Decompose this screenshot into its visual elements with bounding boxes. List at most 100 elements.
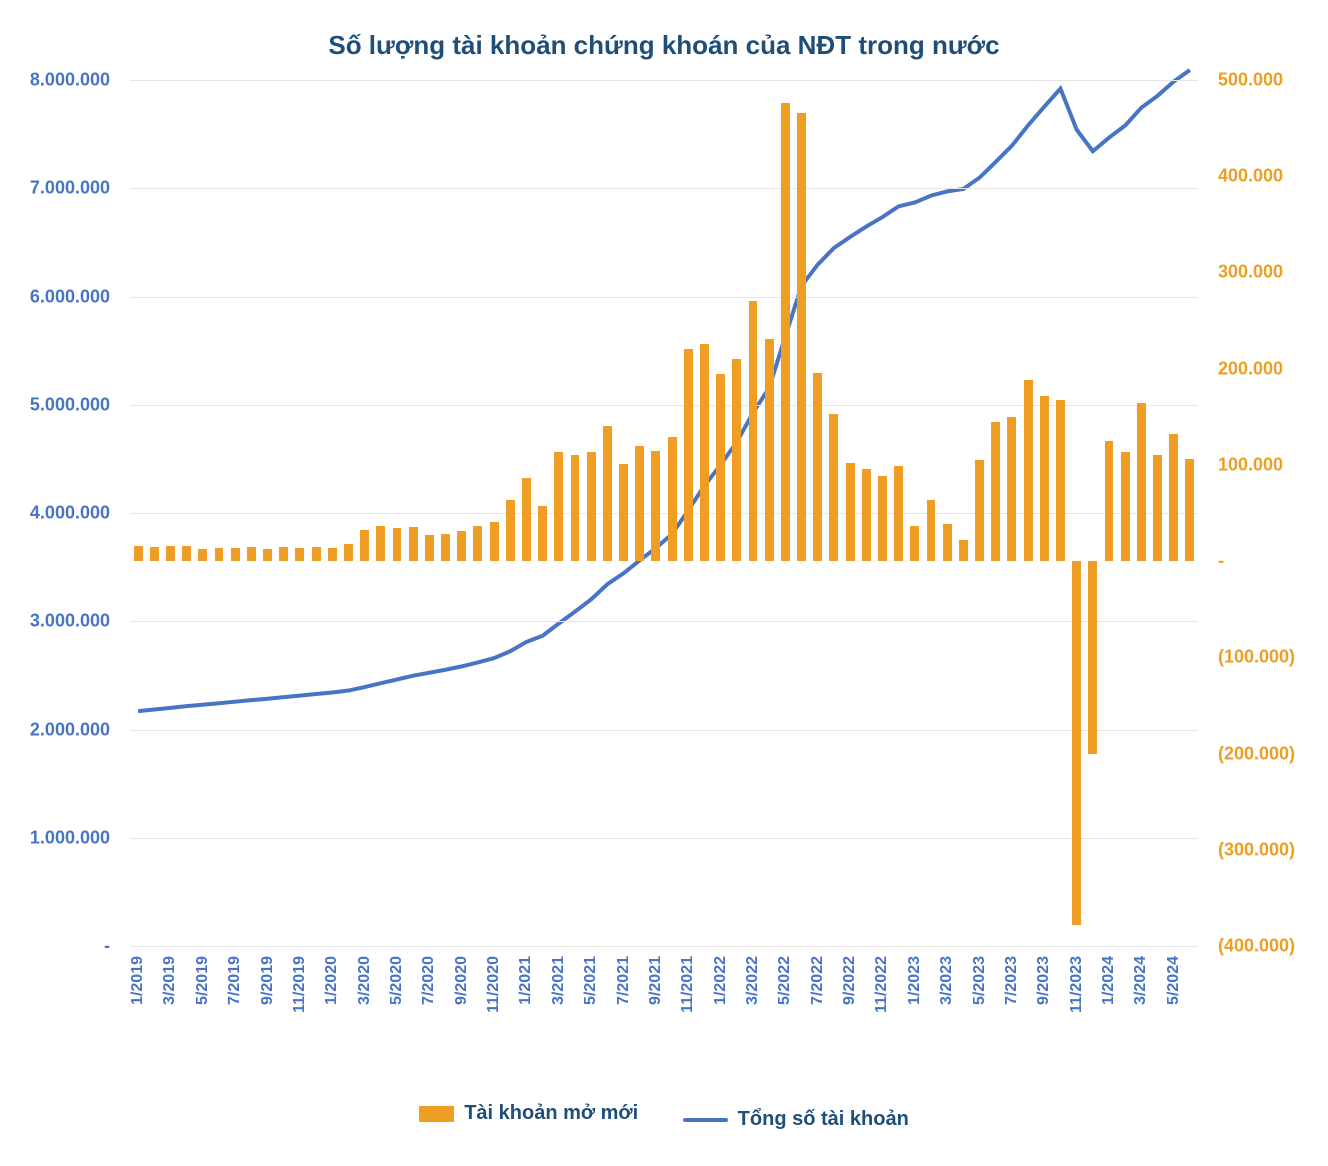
bar bbox=[910, 526, 919, 561]
gridline bbox=[130, 80, 1198, 81]
bar bbox=[247, 547, 256, 561]
bar bbox=[571, 455, 580, 561]
x-tick-label: 1/2023 bbox=[906, 956, 924, 1005]
x-tick-label: 9/2021 bbox=[647, 956, 665, 1005]
y-left-tick-label: - bbox=[104, 936, 110, 957]
bar bbox=[425, 535, 434, 561]
bar bbox=[344, 544, 353, 561]
bar bbox=[651, 451, 660, 561]
bar bbox=[797, 113, 806, 561]
gridline bbox=[130, 405, 1198, 406]
bar bbox=[376, 526, 385, 561]
plot-area bbox=[130, 80, 1198, 946]
y-left-tick-label: 3.000.000 bbox=[30, 611, 110, 632]
bar bbox=[360, 530, 369, 561]
bar bbox=[538, 506, 547, 561]
bar bbox=[1056, 400, 1065, 561]
bar bbox=[732, 359, 741, 561]
legend-swatch-bar-icon bbox=[419, 1106, 454, 1122]
bar bbox=[668, 437, 677, 561]
x-tick-label: 7/2020 bbox=[420, 956, 438, 1005]
x-tick-label: 3/2022 bbox=[744, 956, 762, 1005]
legend: Tài khoản mở mới Tổng số tài khoản bbox=[20, 1102, 1308, 1131]
x-tick-label: 7/2019 bbox=[226, 956, 244, 1005]
gridline bbox=[130, 297, 1198, 298]
bar bbox=[1072, 561, 1081, 925]
y-left-tick-label: 6.000.000 bbox=[30, 286, 110, 307]
bar bbox=[878, 476, 887, 561]
bar bbox=[684, 349, 693, 561]
x-tick-label: 5/2021 bbox=[582, 956, 600, 1005]
y-left-tick-label: 7.000.000 bbox=[30, 178, 110, 199]
y-right-tick-label: (300.000) bbox=[1218, 839, 1295, 860]
bar bbox=[522, 478, 531, 561]
bar bbox=[813, 373, 822, 562]
bar bbox=[1169, 434, 1178, 561]
x-tick-label: 5/2023 bbox=[971, 956, 989, 1005]
x-tick-label: 9/2020 bbox=[453, 956, 471, 1005]
x-tick-label: 1/2022 bbox=[712, 956, 730, 1005]
y-left-tick-label: 2.000.000 bbox=[30, 719, 110, 740]
bar bbox=[829, 414, 838, 561]
bar bbox=[587, 452, 596, 561]
y-left-tick-label: 4.000.000 bbox=[30, 503, 110, 524]
x-tick-label: 3/2021 bbox=[550, 956, 568, 1005]
x-tick-label: 3/2023 bbox=[938, 956, 956, 1005]
x-tick-label: 11/2019 bbox=[291, 956, 309, 1013]
bar bbox=[1024, 380, 1033, 561]
bar bbox=[1185, 459, 1194, 561]
chart-title: Số lượng tài khoản chứng khoán của NĐT t… bbox=[20, 30, 1308, 61]
bar bbox=[862, 469, 871, 561]
y-left-tick-label: 8.000.000 bbox=[30, 70, 110, 91]
y-right-axis-labels: (400.000)(300.000)(200.000)(100.000)-100… bbox=[1208, 80, 1308, 946]
y-left-tick-label: 5.000.000 bbox=[30, 394, 110, 415]
x-tick-label: 1/2021 bbox=[517, 956, 535, 1005]
bar bbox=[700, 344, 709, 561]
x-tick-label: 1/2020 bbox=[323, 956, 341, 1005]
gridline bbox=[130, 188, 1198, 189]
bar bbox=[603, 426, 612, 561]
bar bbox=[393, 528, 402, 561]
gridline bbox=[130, 946, 1198, 947]
gridline bbox=[130, 838, 1198, 839]
bar bbox=[231, 548, 240, 561]
bar bbox=[943, 524, 952, 562]
y-right-tick-label: (200.000) bbox=[1218, 743, 1295, 764]
bar bbox=[441, 534, 450, 561]
y-left-tick-label: 1.000.000 bbox=[30, 827, 110, 848]
y-right-tick-label: (400.000) bbox=[1218, 936, 1295, 957]
bar bbox=[1088, 561, 1097, 753]
bar bbox=[765, 339, 774, 561]
x-tick-label: 11/2022 bbox=[873, 956, 891, 1013]
x-tick-label: 7/2022 bbox=[809, 956, 827, 1005]
bar bbox=[457, 531, 466, 561]
bar bbox=[975, 460, 984, 561]
x-tick-label: 7/2021 bbox=[615, 956, 633, 1005]
bar bbox=[894, 466, 903, 561]
y-right-tick-label: 500.000 bbox=[1218, 70, 1283, 91]
x-tick-label: 1/2019 bbox=[129, 956, 147, 1005]
x-tick-label: 5/2019 bbox=[194, 956, 212, 1005]
bar bbox=[506, 500, 515, 561]
bar bbox=[927, 500, 936, 561]
gridline bbox=[130, 621, 1198, 622]
bar bbox=[991, 422, 1000, 562]
bar bbox=[490, 522, 499, 561]
bar bbox=[409, 527, 418, 561]
bar bbox=[554, 452, 563, 561]
x-tick-label: 5/2020 bbox=[388, 956, 406, 1005]
legend-item-line: Tổng số tài khoản bbox=[683, 1108, 909, 1131]
x-tick-label: 9/2023 bbox=[1035, 956, 1053, 1005]
y-right-tick-label: 400.000 bbox=[1218, 166, 1283, 187]
x-tick-label: 11/2021 bbox=[679, 956, 697, 1013]
bar bbox=[473, 526, 482, 561]
bar bbox=[263, 549, 272, 562]
bar bbox=[182, 546, 191, 561]
x-tick-label: 3/2019 bbox=[161, 956, 179, 1005]
bar bbox=[635, 446, 644, 561]
x-tick-label: 3/2024 bbox=[1132, 956, 1150, 1005]
bar bbox=[134, 546, 143, 561]
x-tick-label: 11/2020 bbox=[485, 956, 503, 1013]
bar bbox=[749, 301, 758, 561]
x-tick-label: 5/2024 bbox=[1165, 956, 1183, 1005]
